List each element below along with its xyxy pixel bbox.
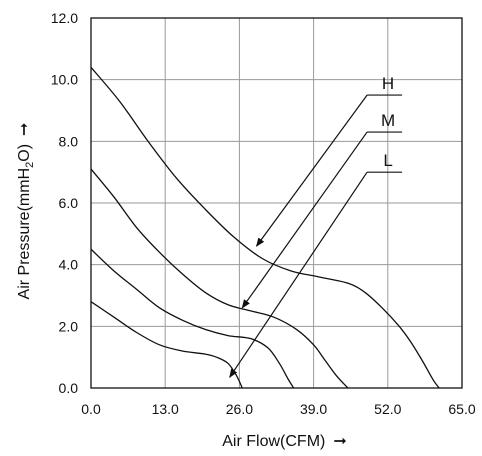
x-tick-label: 0.0 — [81, 401, 101, 417]
grid — [91, 18, 462, 388]
curve-label-m: M — [381, 111, 395, 130]
arrow-l — [229, 171, 368, 378]
arrow-h — [255, 94, 368, 247]
y-axis-label-tail: O) — [16, 144, 33, 162]
x-axis-arrow-icon: ➞ — [333, 433, 346, 450]
arrow-m — [241, 131, 368, 309]
x-tick-label: 39.0 — [300, 401, 327, 417]
curve-label-h: H — [382, 74, 394, 93]
x-axis-label: Air Flow(CFM) ➞ — [222, 433, 347, 450]
curve-m — [90, 168, 349, 389]
x-tick-label: 26.0 — [226, 401, 253, 417]
y-tick-label: 0.0 — [59, 380, 79, 396]
x-tick-label: 13.0 — [152, 401, 179, 417]
curve-lowest — [90, 301, 243, 389]
plot-frame — [90, 17, 463, 389]
y-tick-label: 4.0 — [59, 257, 79, 273]
y-tick-label: 8.0 — [59, 133, 79, 149]
y-tick-label: 12.0 — [51, 10, 78, 26]
y-tick-label: 6.0 — [59, 195, 79, 211]
y-axis-label-text: Air Pressure(mmH — [16, 168, 33, 300]
y-tick-labels: 0.0 2.0 4.0 6.0 8.0 10.0 12.0 — [51, 10, 78, 396]
curve-l — [90, 248, 295, 389]
x-tick-label: 52.0 — [374, 401, 401, 417]
x-tick-label: 65.0 — [448, 401, 475, 417]
y-tick-label: 2.0 — [59, 318, 79, 334]
curve-label-l: L — [383, 151, 392, 170]
y-axis-label: Air Pressure(mmH2O) ➞ — [16, 123, 36, 300]
annotations: HM L — [229, 74, 403, 378]
curve-h — [90, 66, 440, 389]
y-tick-label: 10.0 — [51, 72, 78, 88]
x-tick-labels: 0.0 13.0 26.0 39.0 52.0 65.0 — [81, 401, 476, 417]
y-axis-arrow-icon: ➞ — [16, 123, 33, 136]
x-axis-label-text: Air Flow(CFM) — [222, 433, 325, 450]
y-axis-label-subscript: 2 — [24, 162, 36, 168]
